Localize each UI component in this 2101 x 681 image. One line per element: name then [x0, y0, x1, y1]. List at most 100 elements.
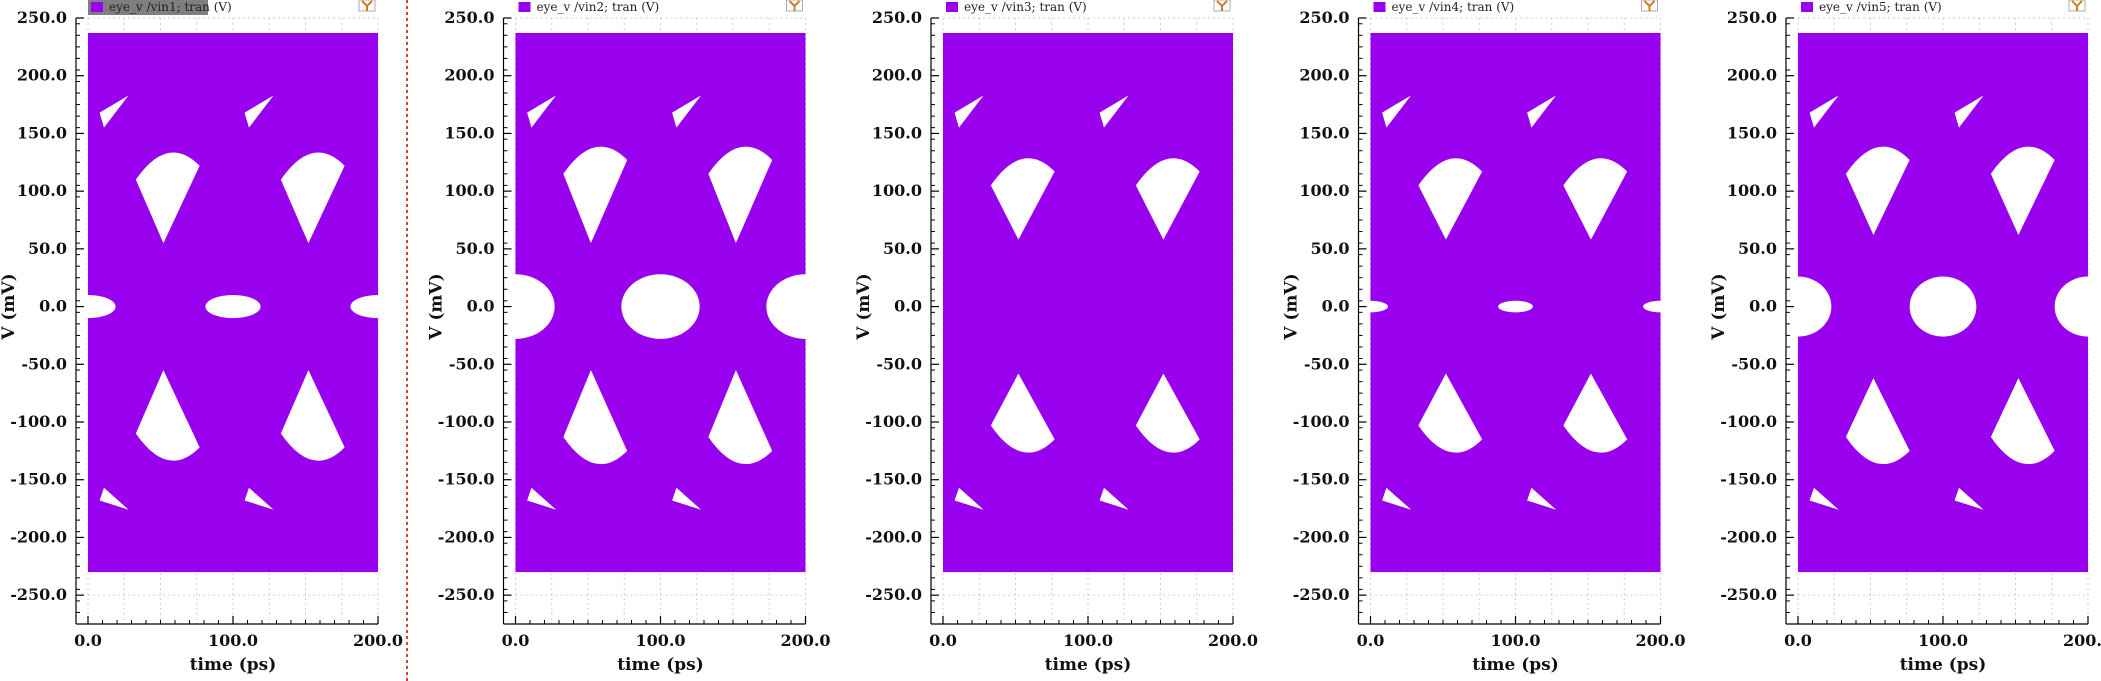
x-tick-label: 200.0 — [353, 631, 403, 650]
left-edge-eye-opening — [1353, 300, 1388, 313]
y-marker-icon[interactable] — [1213, 0, 1231, 12]
legend-label[interactable]: eye_v /vin2; tran (V) — [537, 0, 660, 14]
y-tick-label: 250.0 — [1299, 8, 1349, 27]
y-marker-icon[interactable] — [358, 0, 376, 12]
lower-eye-opening-1 — [1418, 373, 1483, 453]
legend-swatch-icon — [91, 2, 103, 12]
legend[interactable]: eye_v /vin2; tran (V) — [518, 0, 660, 14]
upper-eye-opening-1 — [1418, 158, 1483, 240]
upper-wedge-opening-1 — [99, 95, 129, 128]
lower-wedge-opening-1 — [99, 487, 129, 510]
upper-wedge-opening-1 — [1809, 95, 1839, 128]
eye-openings — [60, 95, 406, 510]
legend-swatch-icon — [518, 2, 531, 12]
upper-wedge-opening-2 — [1527, 95, 1557, 128]
y-tick-label: -200.0 — [865, 527, 922, 546]
y-marker-icon[interactable] — [2068, 0, 2086, 12]
y-axis-title: V (mV) — [1709, 273, 1729, 340]
legend[interactable]: eye_v /vin1; tran (V) — [88, 0, 232, 15]
y-tick-label: 200.0 — [1727, 66, 1777, 85]
y-tick-label: 100.0 — [444, 181, 494, 200]
y-tick-label: 150.0 — [872, 123, 922, 142]
eye-panel-5: 250.0 200.0 150.0 100.0 50.0 0.0 -50.0 -100.0 -1… — [1709, 0, 2101, 675]
y-tick-label: -250.0 — [1720, 585, 1777, 604]
legend[interactable]: eye_v /vin3; tran (V) — [946, 0, 1087, 14]
y-tick-label: 50.0 — [883, 239, 922, 258]
y-tick-label: 150.0 — [1727, 123, 1777, 142]
lower-eye-opening-1 — [563, 370, 628, 465]
y-tick-label: -150.0 — [438, 470, 495, 489]
center-eye-opening — [621, 274, 700, 339]
y-tick-label: 200.0 — [444, 66, 494, 85]
eye-panel-2: 250.0 200.0 150.0 100.0 50.0 0.0 -50.0 -100.0 -1… — [427, 0, 845, 675]
y-tick-label: 0.0 — [1322, 297, 1350, 316]
eye-envelope — [943, 33, 1233, 573]
y-tick-label: 200.0 — [1299, 66, 1349, 85]
y-tick-label: -250.0 — [865, 585, 922, 604]
legend-swatch-icon — [946, 2, 958, 12]
y-tick-label: 0.0 — [1749, 297, 1777, 316]
y-marker-icon[interactable] — [786, 0, 803, 12]
y-tick-label: 150.0 — [1299, 123, 1349, 142]
upper-wedge-opening-1 — [1382, 95, 1412, 128]
x-axis-title: time (ps) — [617, 655, 704, 675]
y-tick-label: -250.0 — [438, 585, 495, 604]
upper-eye-opening-2 — [1563, 158, 1628, 240]
upper-eye-opening-2 — [1135, 158, 1200, 240]
eye-openings — [1764, 95, 2101, 510]
y-tick-label: 250.0 — [17, 8, 67, 27]
legend-label[interactable]: eye_v /vin3; tran (V) — [964, 0, 1087, 14]
y-tick-label: 0.0 — [467, 297, 495, 316]
legend-label[interactable]: eye_v /vin1; tran (V) — [109, 0, 232, 14]
legend-swatch-icon — [1801, 2, 1813, 12]
upper-eye-opening-1 — [1845, 146, 1910, 236]
legend-label[interactable]: eye_v /vin5; tran (V) — [1819, 0, 1942, 14]
y-tick-label: 100.0 — [872, 181, 922, 200]
lower-eye-opening-2 — [1135, 373, 1200, 453]
y-marker-icon[interactable] — [1641, 0, 1658, 12]
lower-eye-opening-1 — [990, 373, 1055, 453]
x-tick-label: 200.0 — [780, 631, 830, 650]
eye-panel-1: 250.0 200.0 150.0 100.0 50.0 0.0 -50.0 -100.0 -1… — [0, 0, 406, 675]
y-axis-title: V (mV) — [1282, 273, 1302, 340]
y-tick-label: -100.0 — [10, 412, 67, 431]
x-axis-title: time (ps) — [190, 655, 277, 675]
y-tick-label: -250.0 — [1293, 585, 1350, 604]
lower-eye-opening-1 — [1845, 378, 1910, 465]
legend-label[interactable]: eye_v /vin4; tran (V) — [1392, 0, 1515, 14]
y-tick-label: -150.0 — [10, 470, 67, 489]
lower-eye-opening-1 — [135, 370, 200, 461]
upper-wedge-opening-2 — [1954, 95, 1984, 128]
y-tick-label: -50.0 — [1731, 354, 1777, 373]
x-tick-label: 100.0 — [1490, 631, 1540, 650]
y-tick-label: 0.0 — [39, 297, 67, 316]
y-tick-label: 50.0 — [28, 239, 67, 258]
right-edge-eye-opening — [1643, 300, 1678, 313]
y-tick-label: -200.0 — [438, 527, 495, 546]
legend[interactable]: eye_v /vin5; tran (V) — [1801, 0, 1942, 14]
marker-icon-glyph — [1216, 0, 1228, 11]
lower-eye-opening-2 — [1990, 378, 2055, 465]
y-tick-label: 100.0 — [1727, 181, 1777, 200]
left-edge-eye-opening — [60, 295, 116, 319]
lower-wedge-opening-1 — [527, 487, 557, 510]
x-tick-label: 0.0 — [1357, 631, 1385, 650]
lower-wedge-opening-1 — [1382, 487, 1412, 510]
eye-openings — [1353, 95, 1678, 510]
legend[interactable]: eye_v /vin4; tran (V) — [1373, 0, 1515, 14]
left-edge-eye-opening — [1764, 276, 1832, 337]
y-tick-label: -50.0 — [876, 354, 922, 373]
y-axis-title: V (mV) — [0, 273, 19, 340]
marker-icon-glyph — [2071, 0, 2083, 11]
y-tick-label: 0.0 — [894, 297, 922, 316]
legend-swatch-icon — [1373, 2, 1386, 12]
lower-wedge-opening-1 — [954, 487, 984, 510]
upper-eye-opening-1 — [135, 152, 200, 244]
legend-highlight — [88, 0, 208, 15]
marker-icon-glyph — [788, 0, 801, 11]
y-tick-label: 150.0 — [17, 123, 67, 142]
upper-eye-opening-2 — [280, 152, 345, 244]
y-axis-title: V (mV) — [427, 273, 447, 340]
x-axis-title: time (ps) — [1045, 655, 1132, 675]
